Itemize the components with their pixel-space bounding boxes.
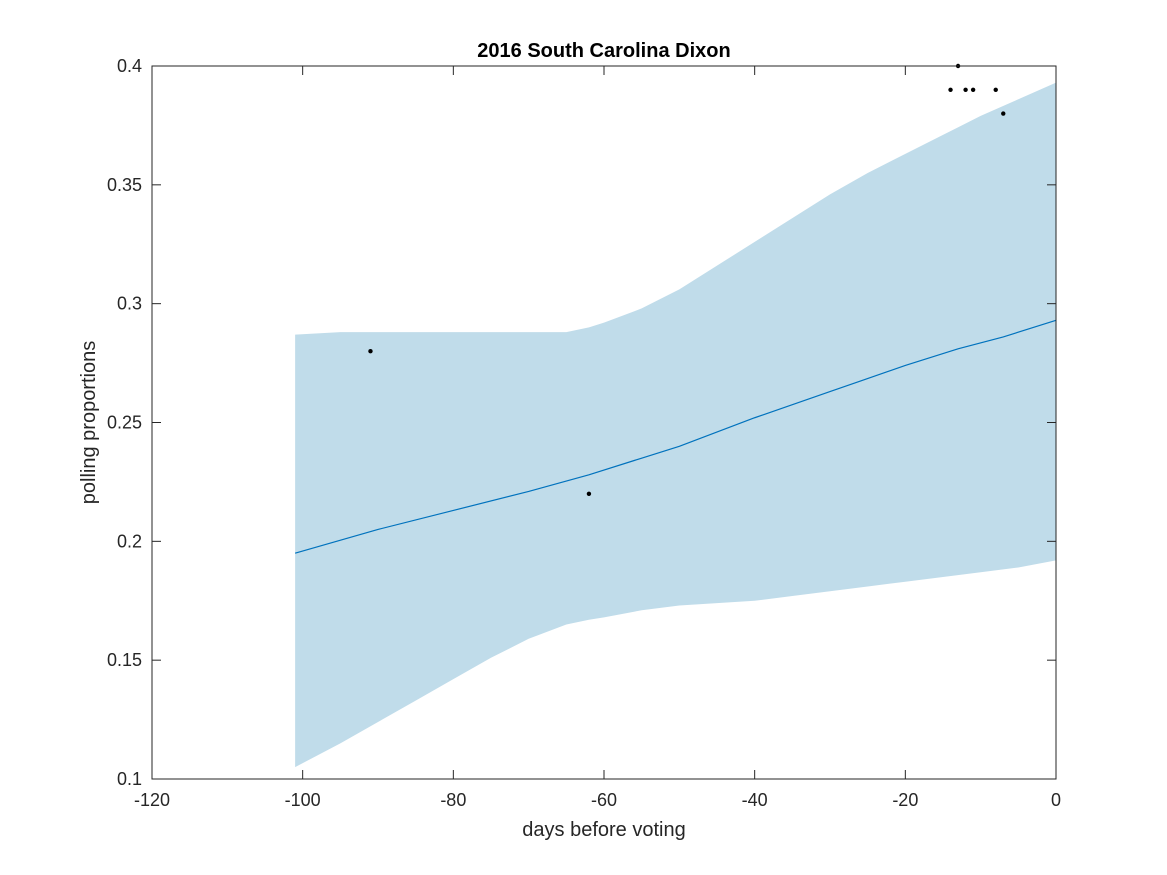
poll-point xyxy=(993,87,998,92)
y-tick-label: 0.25 xyxy=(107,413,142,433)
x-tick-label: -120 xyxy=(134,790,170,810)
x-tick-label: -20 xyxy=(892,790,918,810)
y-tick-label: 0.3 xyxy=(117,294,142,314)
y-tick-label: 0.1 xyxy=(117,769,142,789)
trend-line xyxy=(294,319,1057,554)
poll-point xyxy=(948,87,953,92)
y-tick-label: 0.2 xyxy=(117,531,142,551)
poll-point xyxy=(586,491,592,496)
x-tick-label: -80 xyxy=(440,790,466,810)
y-tick-label: 0.15 xyxy=(107,650,142,670)
x-tick-label: -40 xyxy=(742,790,768,810)
axis-ticks: -120 -100 -80 -60 -40 -20 0 0.1 0.15 0.2 0.25 0.3 0.… xyxy=(107,56,1061,810)
y-axis-label: polling proportions xyxy=(78,341,100,504)
x-tick-label: -60 xyxy=(591,790,617,810)
x-axis-label: days before voting xyxy=(522,819,685,841)
poll-point xyxy=(368,349,373,354)
confidence-band xyxy=(295,82,1057,768)
x-tick-label: -100 xyxy=(285,790,321,810)
poll-point xyxy=(1001,111,1006,116)
chart-title: 2016 South Carolina Dixon xyxy=(477,40,730,62)
x-tick-label: 0 xyxy=(1051,790,1061,810)
poll-points xyxy=(368,63,1006,496)
poll-point xyxy=(970,87,976,92)
poll-point xyxy=(963,87,968,92)
y-tick-label: 0.4 xyxy=(117,56,142,76)
y-tick-label: 0.35 xyxy=(107,175,142,195)
